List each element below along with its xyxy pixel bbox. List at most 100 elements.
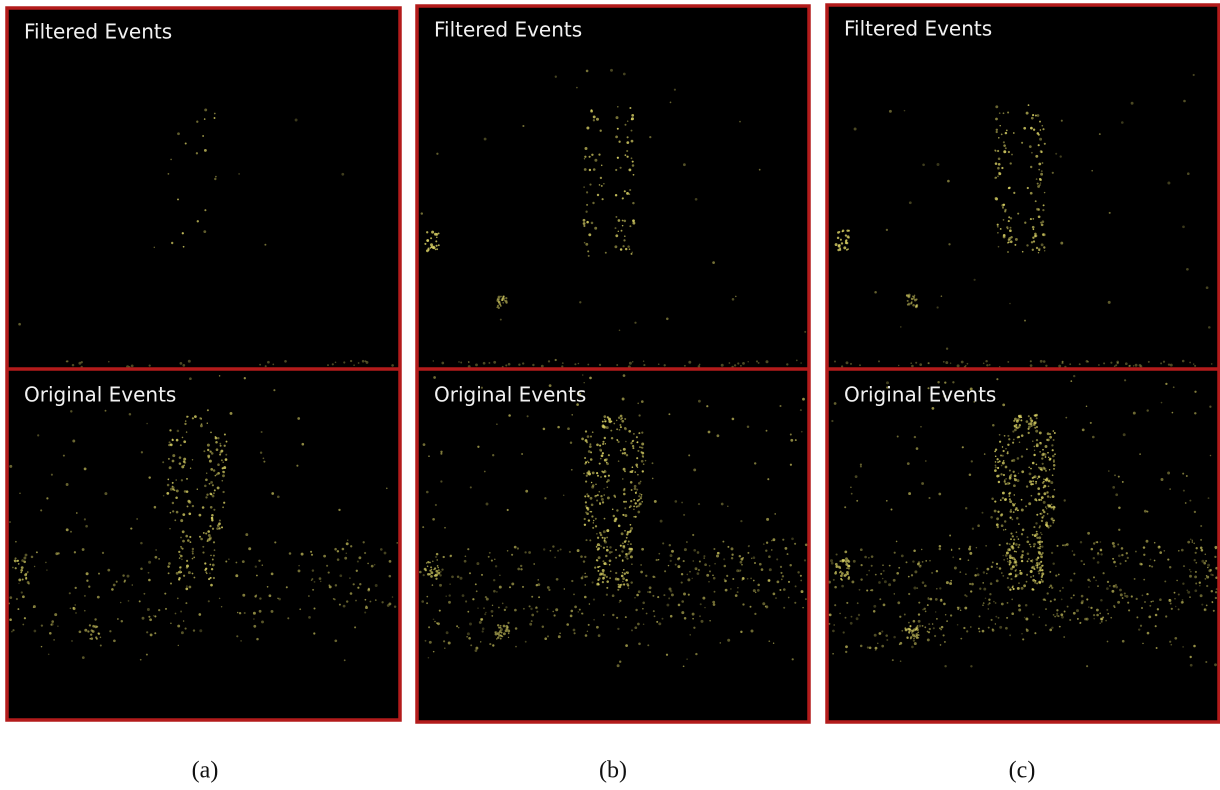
event-dot <box>210 584 213 587</box>
event-dot <box>180 519 183 522</box>
event-dot <box>1012 586 1014 588</box>
event-dot <box>709 565 711 567</box>
event-dot <box>1007 452 1009 454</box>
event-dot <box>756 360 758 362</box>
event-dot <box>1014 418 1017 421</box>
event-dot <box>470 486 472 488</box>
event-dot <box>628 541 630 543</box>
event-dot <box>1087 532 1090 535</box>
event-dot <box>544 497 546 499</box>
event-dot <box>543 428 546 431</box>
event-dot <box>630 527 633 530</box>
event-dot <box>603 577 605 579</box>
event-dot <box>739 555 741 557</box>
event-dot <box>181 631 184 634</box>
event-dot <box>916 447 919 450</box>
event-dot <box>538 596 540 598</box>
event-dot <box>1001 524 1004 527</box>
event-dot <box>630 481 633 484</box>
event-dot <box>66 483 69 486</box>
event-dot <box>1030 360 1032 362</box>
event-dot <box>1043 501 1046 504</box>
event-dot <box>1190 664 1193 667</box>
event-dot <box>994 177 997 180</box>
event-dot <box>328 572 330 574</box>
event-dot <box>632 222 635 225</box>
event-dot <box>585 634 588 637</box>
event-dot <box>253 625 256 628</box>
event-dot <box>581 438 584 441</box>
event-dot <box>441 568 443 570</box>
event-dot <box>1021 434 1024 437</box>
event-dot <box>622 220 624 222</box>
event-dot <box>511 554 513 556</box>
event-dot <box>1112 542 1115 545</box>
event-dot <box>831 562 834 565</box>
event-dot <box>1013 471 1015 473</box>
event-dot <box>689 634 690 635</box>
event-dot <box>645 575 647 577</box>
event-dot <box>618 460 620 462</box>
event-dot <box>741 579 743 581</box>
event-dot <box>1028 558 1030 560</box>
event-dot <box>602 198 604 200</box>
event-dot <box>605 252 607 254</box>
event-dot <box>186 431 187 432</box>
event-dot <box>966 595 968 597</box>
event-dot <box>297 417 300 420</box>
event-dot <box>618 416 620 418</box>
event-dot <box>936 588 938 590</box>
event-dot <box>169 466 172 469</box>
event-dot <box>912 304 915 307</box>
event-dot <box>873 605 876 608</box>
event-dot <box>1142 643 1143 644</box>
event-dot <box>1093 542 1095 544</box>
event-dot <box>628 193 630 195</box>
event-dot <box>757 589 760 592</box>
event-dot <box>835 563 838 566</box>
event-dot <box>1061 362 1063 364</box>
event-dot <box>176 511 179 514</box>
event-dot <box>1039 431 1042 434</box>
event-dot <box>422 526 424 528</box>
event-dot <box>960 638 962 640</box>
event-dot <box>462 594 465 597</box>
event-dot <box>437 565 439 567</box>
event-dot <box>611 551 613 553</box>
event-dot <box>594 567 596 569</box>
event-dot <box>439 574 441 576</box>
event-dot <box>900 326 902 328</box>
event-dot <box>1178 550 1180 552</box>
event-dot <box>349 577 351 579</box>
event-dot <box>587 631 588 632</box>
event-dot <box>999 125 1000 126</box>
event-dot <box>622 559 624 561</box>
event-dot <box>1035 200 1037 202</box>
event-dot <box>584 242 586 244</box>
event-dot <box>219 519 221 521</box>
event-dot <box>438 569 440 571</box>
event-dot <box>1038 163 1041 166</box>
event-dot <box>184 423 186 425</box>
event-dot <box>1034 534 1037 537</box>
event-dot <box>683 665 685 667</box>
event-dot <box>258 560 260 562</box>
event-dot <box>426 491 429 494</box>
event-dot <box>1015 509 1017 511</box>
event-dot <box>658 553 660 555</box>
event-dot <box>602 572 604 574</box>
event-dot <box>337 550 339 552</box>
event-dot <box>1013 542 1015 544</box>
event-dot <box>1041 223 1044 226</box>
event-dot <box>1017 436 1019 438</box>
event-dot <box>1129 365 1131 367</box>
event-dot <box>765 550 767 552</box>
event-dot <box>641 447 643 449</box>
event-dot <box>158 609 160 611</box>
event-dot <box>1195 562 1197 564</box>
event-dot <box>169 528 170 529</box>
event-dot <box>1124 592 1126 594</box>
event-dot <box>615 136 618 139</box>
event-dot <box>1036 247 1038 249</box>
event-dot <box>888 583 891 586</box>
